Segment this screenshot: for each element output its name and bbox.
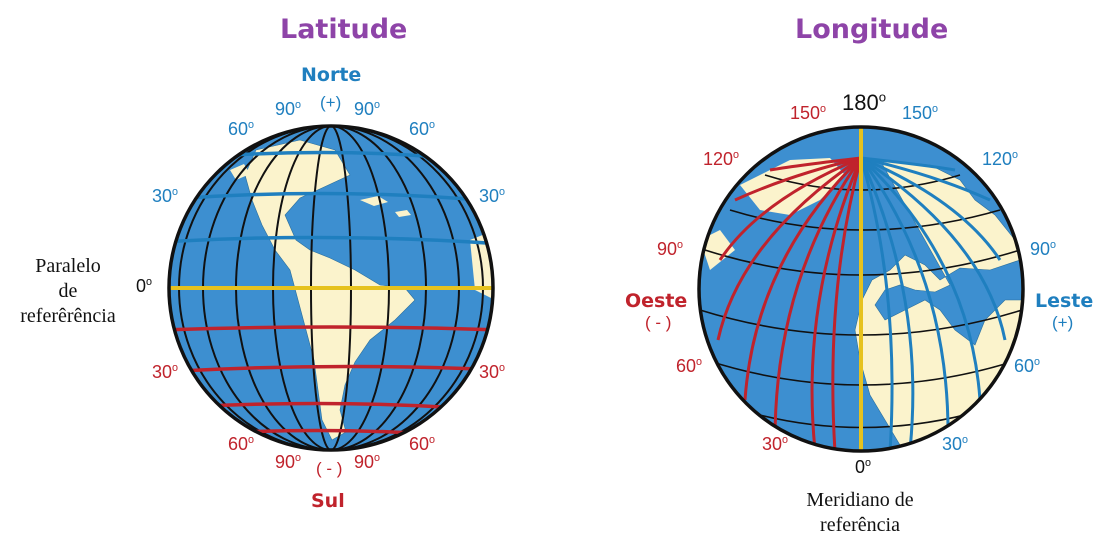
lon-180-label: 180o	[842, 89, 887, 115]
lon-west-90: 90o	[657, 239, 684, 259]
lat-south-60-right: 60o	[409, 434, 436, 454]
lat-north-60-left: 60o	[228, 119, 255, 139]
lat-south-30-left: 30o	[152, 362, 179, 382]
lon-west-120: 120o	[703, 149, 740, 169]
land-greenland	[740, 158, 845, 215]
lon-east-90: 90o	[1030, 239, 1057, 259]
north-sign: (+)	[320, 93, 342, 112]
south-label: Sul	[311, 490, 345, 512]
lat-north-90-right: 90o	[354, 99, 381, 119]
longitude-title: Longitude	[795, 14, 949, 45]
lat-north-60-right: 60o	[409, 119, 436, 139]
west-label: Oeste	[625, 290, 688, 312]
east-sign: (+)	[1052, 313, 1074, 332]
lat-north-30-right: 30o	[479, 186, 506, 206]
lon-west-60: 60o	[676, 356, 703, 376]
lat-zero-label: 0o	[136, 276, 153, 296]
lon-east-30: 30o	[942, 434, 969, 454]
land-americas-edge	[700, 230, 735, 270]
east-label: Leste	[1035, 290, 1094, 312]
reference-meridian-label: Meridiano de referência	[806, 489, 914, 536]
lon-east-60: 60o	[1014, 356, 1041, 376]
lat-south-30-right: 30o	[479, 362, 506, 382]
north-label: Norte	[301, 64, 362, 86]
lon-east-120: 120o	[982, 149, 1019, 169]
reference-parallel-label: Paralelo de referêrência	[20, 255, 116, 327]
lon-zero-label: 0o	[855, 457, 872, 477]
lat-south-90-left: 90o	[275, 452, 302, 472]
lat-south-90-right: 90o	[354, 452, 381, 472]
lat-north-30-left: 30o	[152, 186, 179, 206]
lon-east-150: 150o	[902, 103, 939, 123]
lat-north-90-left: 90o	[275, 99, 302, 119]
latitude-title: Latitude	[280, 14, 408, 45]
land-europe-africa	[854, 159, 1023, 451]
south-sign: ( - )	[316, 459, 343, 478]
lon-west-30: 30o	[762, 434, 789, 454]
lat-south-60-left: 60o	[228, 434, 255, 454]
lon-west-150: 150o	[790, 103, 827, 123]
west-sign: ( - )	[645, 313, 672, 332]
